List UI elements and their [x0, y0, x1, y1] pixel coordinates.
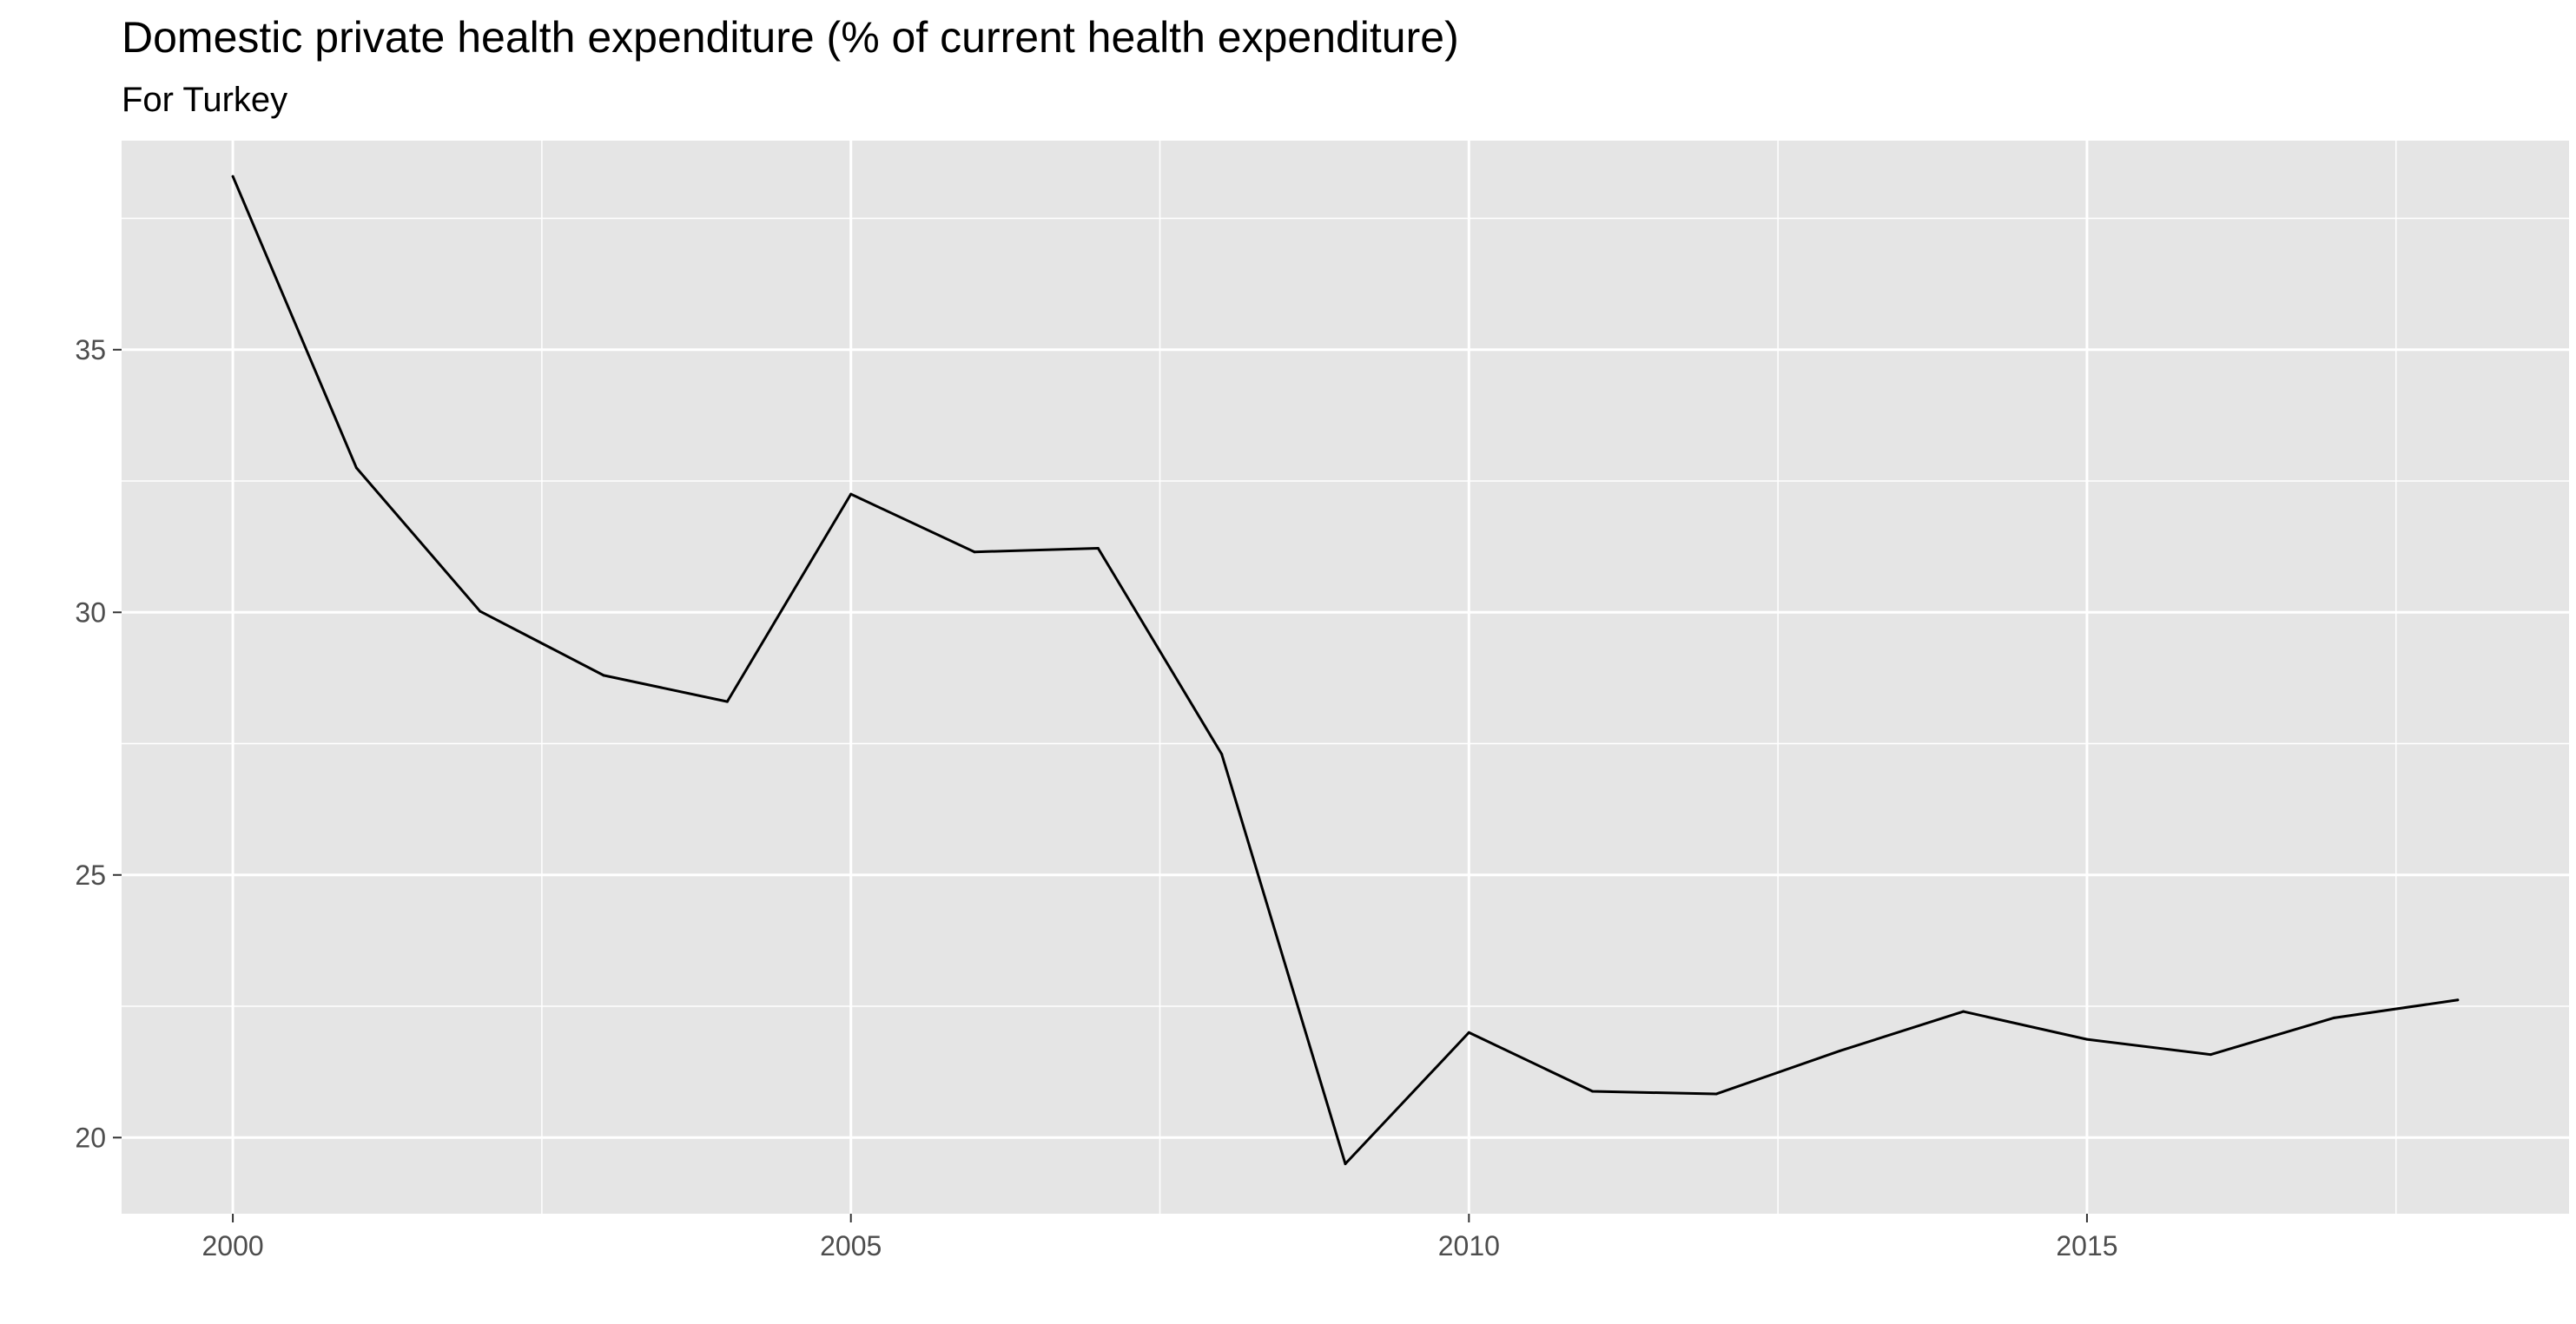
data-point [725, 700, 729, 703]
chart-title: Domestic private health expenditure (% o… [122, 13, 1459, 62]
major-gridlines [122, 141, 2569, 1214]
minor-gridlines [122, 141, 2569, 1214]
data-point [2333, 1016, 2336, 1019]
y-tick-label: 30 [75, 596, 106, 628]
x-tick-label: 2015 [2056, 1230, 2117, 1261]
data-point [849, 492, 853, 496]
data-point [1962, 1010, 1965, 1013]
data-point [1838, 1049, 1841, 1052]
chart-subtitle: For Turkey [122, 81, 287, 119]
y-tick-label: 35 [75, 334, 106, 366]
data-point [1467, 1031, 1470, 1034]
data-point [231, 175, 234, 178]
data-point [479, 609, 482, 613]
data-point [2456, 998, 2460, 1002]
x-tick-label: 2005 [820, 1230, 882, 1261]
x-axis: 2000 2005 2010 2015 [201, 1214, 2118, 1261]
data-point [2209, 1053, 2212, 1057]
data-point [354, 466, 358, 470]
y-axis: 20 25 30 35 [75, 334, 122, 1153]
data-point [973, 550, 976, 554]
x-tick-label: 2000 [201, 1230, 263, 1261]
plot-panel [122, 141, 2569, 1214]
data-point [1096, 546, 1100, 550]
x-tick-label: 2010 [1438, 1230, 1500, 1261]
data-point [1344, 1163, 1347, 1166]
data-points [231, 175, 2460, 1166]
data-point [2085, 1037, 2089, 1041]
data-point [1591, 1090, 1595, 1093]
data-point [1220, 753, 1224, 756]
data-point [1714, 1092, 1718, 1096]
data-point [602, 674, 605, 677]
y-tick-label: 20 [75, 1122, 106, 1153]
y-tick-label: 25 [75, 860, 106, 891]
